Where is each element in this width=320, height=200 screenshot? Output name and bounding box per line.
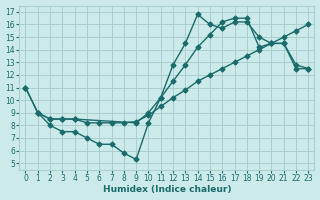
X-axis label: Humidex (Indice chaleur): Humidex (Indice chaleur) bbox=[103, 185, 231, 194]
